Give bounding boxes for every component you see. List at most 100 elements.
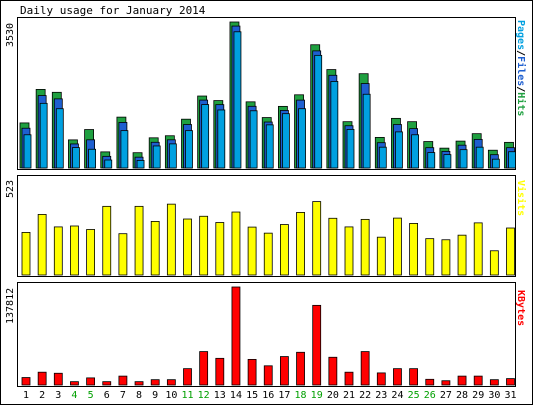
panel-hits-legend-item-3: / <box>515 86 526 92</box>
bar-visits-day-24 <box>393 217 402 276</box>
bar-kbytes-day-1 <box>21 377 31 386</box>
bar-pages-day-6 <box>104 159 113 169</box>
bar-visits-day-17 <box>279 224 289 276</box>
bar-visits-day-10 <box>166 203 176 276</box>
bar-kbytes-day-20 <box>328 356 338 386</box>
x-tick-label-18: 18 <box>295 390 307 401</box>
bar-pages-day-4 <box>72 147 80 169</box>
x-tick-label-9: 9 <box>152 390 158 401</box>
bar-pages-day-3 <box>55 108 64 169</box>
panel-hits-legend: Pages/Files/Hits <box>515 20 527 116</box>
bar-pages-day-20 <box>330 81 339 169</box>
bar-pages-day-18 <box>298 108 306 169</box>
bar-pages-day-31 <box>508 151 516 169</box>
x-tick-label-3: 3 <box>55 390 61 401</box>
x-tick-label-31: 31 <box>504 390 516 401</box>
panel-kbytes: 137812 KBytes <box>5 282 526 387</box>
x-tick-label-13: 13 <box>214 390 226 401</box>
bar-pages-day-26 <box>427 152 436 169</box>
bar-visits-day-30 <box>489 250 499 276</box>
x-tick-label-29: 29 <box>472 390 484 401</box>
bar-kbytes-day-15 <box>247 358 257 386</box>
bar-visits-day-5 <box>86 229 95 276</box>
panel-kbytes-legend-item-0: KBytes <box>515 290 526 326</box>
bar-visits-day-27 <box>441 239 451 276</box>
bar-pages-day-17 <box>281 113 290 169</box>
bar-kbytes-day-24 <box>393 368 402 386</box>
panel-hits-legend-item-2: Files <box>515 56 527 86</box>
bar-pages-day-23 <box>378 146 387 169</box>
bar-pages-day-12 <box>201 104 210 169</box>
bar-visits-day-13 <box>215 222 225 276</box>
bar-kbytes-day-22 <box>360 351 370 386</box>
x-tick-label-10: 10 <box>165 390 177 401</box>
bar-pages-day-15 <box>249 110 258 169</box>
bar-visits-day-23 <box>376 236 386 276</box>
panel-visits-bars <box>21 201 515 276</box>
x-tick-label-1: 1 <box>23 390 29 401</box>
bar-pages-day-16 <box>265 124 274 169</box>
bar-pages-day-29 <box>475 146 484 169</box>
x-tick-label-12: 12 <box>198 390 210 401</box>
panel-hits: 3530 Pages/Files/Hits <box>5 17 527 170</box>
x-tick-label-27: 27 <box>440 390 452 401</box>
bar-visits-day-19 <box>312 201 322 276</box>
bar-kbytes-day-25 <box>409 368 419 386</box>
bar-pages-day-5 <box>88 148 96 169</box>
x-tick-label-20: 20 <box>327 390 339 401</box>
bar-kbytes-day-31 <box>506 378 515 386</box>
bar-kbytes-day-26 <box>425 378 435 386</box>
bar-pages-day-25 <box>411 134 420 169</box>
chart-title: Daily usage for January 2014 <box>20 4 206 17</box>
bar-kbytes-day-13 <box>215 357 225 386</box>
bar-visits-day-7 <box>118 233 128 276</box>
bar-kbytes-day-30 <box>489 379 499 386</box>
bar-pages-day-7 <box>120 130 129 169</box>
x-tick-label-26: 26 <box>424 390 436 401</box>
bar-pages-day-11 <box>185 130 193 169</box>
bar-pages-day-1 <box>23 134 32 169</box>
bar-kbytes-day-28 <box>457 375 467 386</box>
bar-visits-day-2 <box>37 214 47 276</box>
bar-kbytes-day-2 <box>37 371 47 386</box>
x-tick-label-5: 5 <box>88 390 94 401</box>
bar-visits-day-14 <box>231 211 241 276</box>
bar-visits-day-3 <box>53 226 63 276</box>
bar-kbytes-day-4 <box>70 381 79 386</box>
bar-pages-day-19 <box>314 54 323 169</box>
bar-visits-day-12 <box>199 215 209 276</box>
bar-kbytes-day-23 <box>376 372 386 386</box>
panel-visits-frame <box>17 175 516 277</box>
bar-visits-day-31 <box>506 227 515 276</box>
x-axis-day-labels: 1 2 3 4 5 6 7 8 9 10 11 12 13 14 15 16 17 18 19 20 21 22 23 24 2… <box>23 390 517 401</box>
bar-kbytes-day-19 <box>312 304 322 386</box>
panel-hits-legend-item-4: Hits <box>515 92 527 116</box>
x-tick-label-25: 25 <box>408 390 420 401</box>
x-tick-label-24: 24 <box>391 390 403 401</box>
panel-visits-ymax-label: 523 <box>5 180 16 198</box>
bar-visits-day-8 <box>134 205 144 276</box>
bar-visits-day-26 <box>425 238 435 276</box>
panel-kbytes-legend: KBytes <box>515 290 526 326</box>
x-tick-label-21: 21 <box>343 390 355 401</box>
x-tick-label-16: 16 <box>262 390 274 401</box>
x-tick-label-14: 14 <box>230 390 242 401</box>
x-tick-label-28: 28 <box>456 390 468 401</box>
bar-pages-day-10 <box>168 143 177 169</box>
bar-visits-day-15 <box>247 226 257 276</box>
bar-visits-day-21 <box>344 226 354 276</box>
x-tick-label-19: 19 <box>311 390 323 401</box>
bar-pages-day-28 <box>459 149 468 169</box>
bar-kbytes-day-27 <box>441 380 451 386</box>
x-tick-label-22: 22 <box>359 390 371 401</box>
x-tick-label-6: 6 <box>104 390 110 401</box>
x-tick-label-4: 4 <box>71 390 77 401</box>
bar-pages-day-27 <box>443 154 452 169</box>
panel-kbytes-ymax-label: 137812 <box>5 288 16 324</box>
panel-hits-legend-item-1: / <box>515 50 526 56</box>
panel-visits-legend: Visits <box>515 180 527 216</box>
bar-kbytes-day-8 <box>134 381 144 386</box>
bar-visits-day-6 <box>102 205 112 276</box>
